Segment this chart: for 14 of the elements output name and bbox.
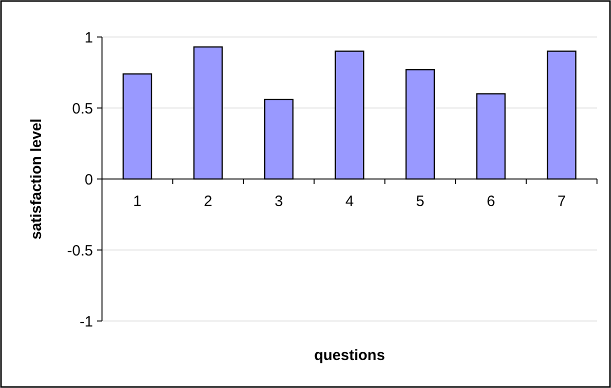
x-tick-label: 2 bbox=[204, 193, 212, 210]
y-tick-label: -1 bbox=[80, 313, 93, 330]
y-tick-label: -0.5 bbox=[67, 242, 93, 260]
x-tick-label: 1 bbox=[133, 193, 142, 210]
x-axis-title: questions bbox=[314, 347, 385, 364]
y-tick-label: 0 bbox=[84, 171, 93, 188]
x-tick-label: 6 bbox=[486, 193, 496, 210]
x-tick-label: 7 bbox=[557, 193, 566, 210]
y-tick-label: 0.5 bbox=[72, 100, 93, 118]
x-tick-label: 3 bbox=[274, 193, 283, 210]
x-tick-label: 4 bbox=[345, 193, 354, 210]
y-tick-label: 1 bbox=[84, 29, 93, 46]
x-tick-label: 5 bbox=[416, 193, 424, 210]
y-axis-title: satisfaction level bbox=[28, 118, 45, 240]
